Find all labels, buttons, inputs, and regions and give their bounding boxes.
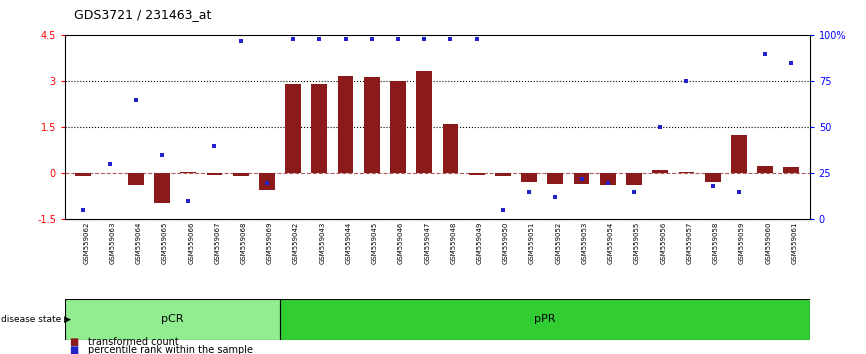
Text: GSM559042: GSM559042 (293, 222, 299, 264)
Text: pCR: pCR (161, 314, 184, 325)
Bar (312, 85, 327, 173)
Text: GSM559052: GSM559052 (555, 222, 561, 264)
Bar (600, 173, 616, 185)
Text: disease state ▶: disease state ▶ (1, 315, 71, 324)
Bar (280, 299, 810, 340)
Bar (626, 173, 642, 185)
Text: percentile rank within the sample: percentile rank within the sample (88, 346, 254, 354)
Bar (705, 173, 721, 182)
Text: GSM559058: GSM559058 (713, 222, 719, 264)
Text: pPR: pPR (534, 314, 556, 325)
Bar (285, 85, 301, 173)
Bar (75, 173, 91, 176)
Bar (233, 173, 249, 176)
Text: GSM559067: GSM559067 (215, 222, 221, 264)
Text: GSM559043: GSM559043 (320, 222, 326, 264)
Bar (469, 173, 485, 175)
Bar (128, 173, 144, 185)
Text: GDS3721 / 231463_at: GDS3721 / 231463_at (74, 8, 211, 21)
Text: GSM559049: GSM559049 (476, 222, 482, 264)
Text: transformed count: transformed count (88, 337, 179, 347)
Bar (65, 299, 280, 340)
Bar (417, 71, 432, 173)
Bar (784, 167, 799, 173)
Text: GSM559066: GSM559066 (188, 222, 194, 264)
Text: GSM559068: GSM559068 (241, 222, 247, 264)
Text: GSM559057: GSM559057 (687, 222, 693, 264)
Text: GSM559055: GSM559055 (634, 222, 640, 264)
Text: GSM559050: GSM559050 (503, 222, 509, 264)
Bar (757, 166, 773, 173)
Text: GSM559061: GSM559061 (792, 222, 798, 264)
Bar (731, 135, 746, 173)
Text: GSM559064: GSM559064 (136, 222, 142, 264)
Bar (547, 173, 563, 184)
Bar (154, 173, 170, 202)
Bar (180, 172, 196, 173)
Bar (364, 77, 379, 173)
Bar (573, 173, 590, 184)
Text: ■: ■ (69, 337, 79, 347)
Bar (679, 172, 695, 173)
Bar (521, 173, 537, 182)
Text: GSM559060: GSM559060 (766, 222, 771, 264)
Bar (443, 124, 458, 173)
Bar (259, 173, 275, 190)
Bar (495, 173, 511, 176)
Text: GSM559069: GSM559069 (267, 222, 273, 264)
Bar (338, 76, 353, 173)
Bar (207, 173, 223, 175)
Text: GSM559062: GSM559062 (83, 222, 89, 264)
Text: ■: ■ (69, 346, 79, 354)
Text: GSM559056: GSM559056 (660, 222, 666, 264)
Text: GSM559063: GSM559063 (109, 222, 115, 264)
Bar (390, 81, 406, 173)
Text: GSM559059: GSM559059 (739, 222, 745, 264)
Text: GSM559044: GSM559044 (346, 222, 352, 264)
Text: GSM559045: GSM559045 (372, 222, 378, 264)
Text: GSM559053: GSM559053 (582, 222, 587, 264)
Text: GSM559051: GSM559051 (529, 222, 535, 264)
Text: GSM559047: GSM559047 (424, 222, 430, 264)
Text: GSM559048: GSM559048 (450, 222, 456, 264)
Bar (652, 170, 668, 173)
Text: GSM559046: GSM559046 (398, 222, 404, 264)
Text: GSM559065: GSM559065 (162, 222, 168, 264)
Text: GSM559054: GSM559054 (608, 222, 614, 264)
